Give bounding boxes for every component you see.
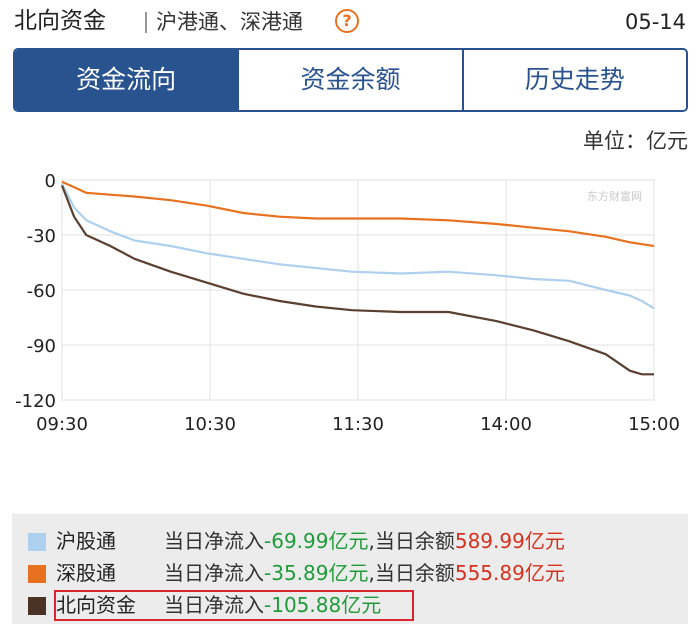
separator: , bbox=[368, 529, 375, 553]
legend-name: 沪股通 bbox=[56, 529, 116, 553]
inflow-label: 当日净流入 bbox=[164, 529, 264, 553]
x-tick-label: 11:30 bbox=[332, 414, 384, 435]
watermark-text: 东方财富网 bbox=[587, 189, 642, 203]
date-label: 05-14 bbox=[624, 10, 686, 34]
legend-swatch-sgt bbox=[28, 565, 46, 583]
tab-history-trend[interactable]: 历史走势 bbox=[463, 50, 686, 110]
legend-row-sgt: 深股通 当日净流入-35.89亿元,当日余额555.89亿元 bbox=[12, 558, 688, 588]
legend-text: 当日净流入-35.89亿元,当日余额555.89亿元 bbox=[164, 558, 565, 588]
title-divider bbox=[145, 12, 147, 33]
tab-fund-balance[interactable]: 资金余额 bbox=[239, 50, 464, 110]
series-line-2 bbox=[60, 185, 654, 376]
x-tick-label: 10:30 bbox=[184, 414, 236, 435]
legend-swatch-north bbox=[28, 597, 46, 615]
inflow-value: -105.88亿元 bbox=[264, 593, 382, 617]
x-tick-label: 14:00 bbox=[480, 414, 532, 435]
y-tick-label: -60 bbox=[27, 281, 56, 302]
inflow-label: 当日净流入 bbox=[164, 593, 264, 617]
legend-text: 当日净流入-69.99亿元,当日余额589.99亿元 bbox=[164, 526, 565, 556]
help-icon[interactable]: ? bbox=[335, 9, 359, 33]
y-tick-label: -120 bbox=[15, 391, 56, 412]
y-tick-label: -90 bbox=[27, 336, 56, 357]
balance-label: 当日余额 bbox=[374, 561, 455, 585]
header: 北向资金 沪港通、深港通 ? 05-14 bbox=[14, 4, 686, 40]
balance-value: 555.89亿元 bbox=[454, 561, 565, 585]
inflow-value: -69.99亿元 bbox=[264, 529, 369, 553]
x-tick-label: 09:30 bbox=[36, 414, 88, 435]
y-tick-label: 0 bbox=[45, 171, 56, 192]
y-tick-label: -30 bbox=[27, 226, 56, 247]
series-line-0 bbox=[61, 183, 655, 310]
legend-row-north: 北向资金 当日净流入-105.88亿元 bbox=[12, 590, 688, 620]
legend-text: 当日净流入-105.88亿元 bbox=[164, 590, 381, 620]
page-title: 北向资金 bbox=[14, 8, 106, 34]
tab-fund-flow[interactable]: 资金流向 bbox=[15, 50, 240, 110]
tab-bar: 资金流向 资金余额 历史走势 bbox=[13, 48, 688, 112]
highlight-box bbox=[54, 590, 414, 621]
inflow-label: 当日净流入 bbox=[164, 561, 264, 585]
legend-name: 北向资金 bbox=[56, 593, 136, 617]
legend-name: 深股通 bbox=[56, 561, 116, 585]
balance-label: 当日余额 bbox=[374, 529, 455, 553]
legend: 沪股通 当日净流入-69.99亿元,当日余额589.99亿元 深股通 当日净流入… bbox=[12, 514, 688, 624]
x-tick-label: 15:00 bbox=[628, 414, 680, 435]
separator: , bbox=[368, 561, 375, 585]
series-line-1 bbox=[61, 180, 655, 248]
legend-swatch-hgt bbox=[28, 533, 46, 551]
page-subtitle: 沪港通、深港通 bbox=[156, 10, 303, 34]
balance-value: 589.99亿元 bbox=[454, 529, 565, 553]
legend-row-hgt: 沪股通 当日净流入-69.99亿元,当日余额589.99亿元 bbox=[12, 526, 688, 556]
inflow-value: -35.89亿元 bbox=[264, 561, 369, 585]
unit-label: 单位：亿元 bbox=[583, 129, 688, 153]
